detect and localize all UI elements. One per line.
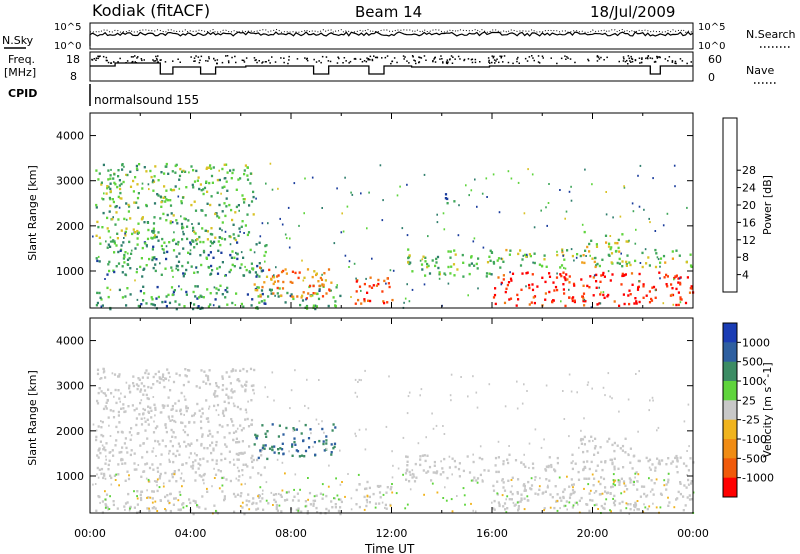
colorbar-swatch xyxy=(723,419,737,440)
y-tick-label: 3000 xyxy=(56,380,84,393)
colorbar-tick-label: 4 xyxy=(742,269,749,282)
colorbar-swatch xyxy=(723,458,737,479)
colorbar-tick-label: -25 xyxy=(742,414,760,427)
colorbar-tick-label: 20 xyxy=(742,199,756,212)
nsky-label: N.Sky xyxy=(2,34,34,47)
colorbar-swatch xyxy=(723,342,737,363)
nsearch-label: N.Search xyxy=(746,28,796,41)
x-tick-label: 12:00 xyxy=(376,527,408,540)
colorbar-swatch xyxy=(723,323,737,343)
nave-label: Nave xyxy=(746,64,774,77)
colorbar-tick-label: 12 xyxy=(742,234,756,247)
x-tick-label: 00:00 xyxy=(74,527,106,540)
nsky-tick-top: 10^5 xyxy=(54,22,81,33)
freq-unit: [MHz] xyxy=(4,66,36,79)
freq-tick-top: 18 xyxy=(66,53,80,66)
x-tick-label: 20:00 xyxy=(577,527,609,540)
freq-label: Freq. xyxy=(8,53,35,66)
velocity-axes: 1000 2000 3000 4000 Slant Range [km] xyxy=(26,318,694,513)
colorbar-tick-label: 24 xyxy=(742,182,756,195)
colorbar-tick-label: -1000 xyxy=(742,472,774,485)
colorbar-tick-label: -100 xyxy=(742,433,767,446)
colorbar-swatch xyxy=(723,400,737,421)
velocity-heatmap xyxy=(92,367,695,516)
colorbar-swatch xyxy=(723,439,737,459)
x-tick-label: 16:00 xyxy=(476,527,508,540)
colorbar-tick-label: 1000 xyxy=(742,336,770,349)
x-axis-label: Time UT xyxy=(364,542,415,554)
colorbar-tick-label: 8 xyxy=(742,251,749,264)
colorbar-swatch xyxy=(723,361,737,382)
x-tick-label: 00:00 xyxy=(677,527,709,540)
colorbar-tick-label: -500 xyxy=(742,452,767,465)
nsky-tick-bottom: 10^0 xyxy=(54,41,81,52)
colorbar-label: Power [dB] xyxy=(761,175,774,235)
cpid-value: normalsound 155 xyxy=(94,93,199,107)
y-tick-label: 1000 xyxy=(56,265,84,278)
colorbar-swatch xyxy=(723,477,737,498)
nave-tick-bottom: 0 xyxy=(708,71,715,84)
colorbar-tick-label: 28 xyxy=(742,164,756,177)
power-axes: 1000 2000 3000 4000 Slant Range [km] xyxy=(26,113,694,308)
freq-trace xyxy=(90,55,693,75)
power-heatmap xyxy=(92,162,695,311)
x-tick-labels: 00:00 04:00 08:00 12:00 16:00 20:00 00:00 xyxy=(74,527,709,540)
nsearch-tick-bottom: 10^0 xyxy=(698,41,725,52)
nsky-trace xyxy=(89,28,694,46)
x-tick-label: 04:00 xyxy=(175,527,207,540)
x-tick-label: 08:00 xyxy=(275,527,307,540)
y-axis-label: Slant Range [km] xyxy=(26,370,39,466)
colorbar-tick-label: 25 xyxy=(742,394,756,407)
power-panel-frame xyxy=(89,112,694,309)
colorbar-tick-label: 500 xyxy=(742,356,763,369)
y-tick-label: 4000 xyxy=(56,130,84,143)
y-tick-label: 1000 xyxy=(56,470,84,483)
y-tick-label: 4000 xyxy=(56,335,84,348)
nave-tick-top: 60 xyxy=(708,53,722,66)
freq-tick-bottom: 8 xyxy=(70,70,77,83)
power-colorbar: 4 8 12 16 20 24 28 Power [dB] xyxy=(722,117,774,293)
velocity-colorbar: 1000 500 100 25 -25 -100 -500 -1000 Velocity [m … xyxy=(722,322,774,498)
y-tick-label: 2000 xyxy=(56,425,84,438)
nsearch-tick-top: 10^5 xyxy=(698,22,725,33)
colorbar-swatch xyxy=(723,381,737,401)
date-title: 18/Jul/2009 xyxy=(590,3,675,21)
y-axis-label: Slant Range [km] xyxy=(26,165,39,261)
y-tick-label: 3000 xyxy=(56,175,84,188)
cpid-label: CPID xyxy=(8,87,37,100)
station-title: Kodiak (fitACF) xyxy=(92,1,210,20)
colorbar-tick-label: 100 xyxy=(742,375,763,388)
beam-title: Beam 14 xyxy=(355,3,422,21)
colorbar-label: Velocity [m s^-1] xyxy=(761,362,774,457)
colorbar-tick-label: 16 xyxy=(742,216,756,229)
y-tick-label: 2000 xyxy=(56,220,84,233)
